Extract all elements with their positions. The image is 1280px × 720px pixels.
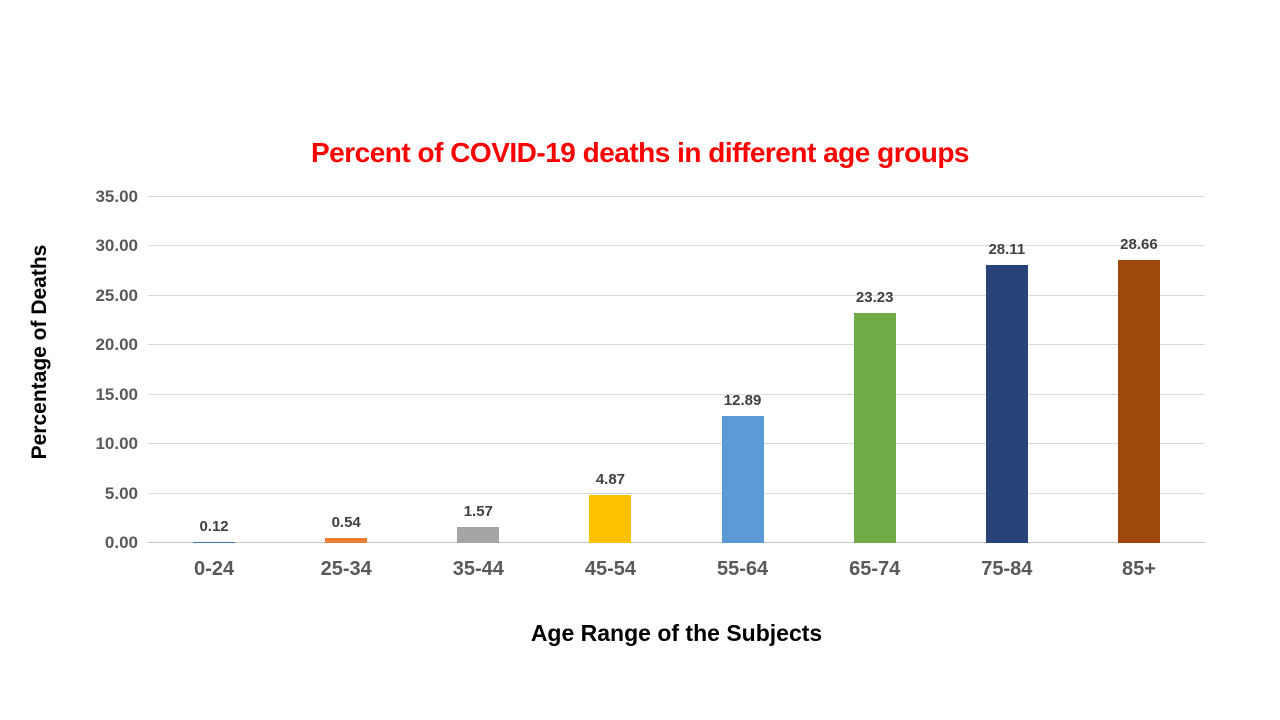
bar-value-label: 0.12	[199, 517, 229, 535]
gridline	[148, 393, 1205, 395]
x-axis-line	[148, 542, 1205, 543]
x-axis-title: Age Range of the Subjects	[530, 620, 823, 646]
y-tick-label: 25.00	[95, 285, 138, 305]
bar-column: 12.89	[677, 197, 809, 543]
bar-column: 28.66	[1073, 197, 1205, 543]
chart-title: Percent of COVID-19 deaths in different …	[310, 137, 970, 168]
bar-column: 23.23	[809, 197, 941, 543]
gridline	[148, 443, 1205, 445]
bar-column: 28.11	[941, 197, 1073, 543]
bar-65-74	[853, 313, 896, 543]
y-tick-label: 15.00	[95, 384, 138, 404]
bar-column: 0.12	[148, 197, 280, 543]
plot-area: 0.12 0.54 1.57 4.87 12.89 23.23 28.11 28.66	[148, 196, 1205, 543]
gridline	[148, 492, 1205, 494]
bar-value-label: 0.54	[331, 513, 361, 531]
gridline	[148, 245, 1205, 247]
x-tick-label: 85+	[1121, 558, 1156, 580]
bar-0-24	[193, 542, 236, 543]
x-tick-label: 65-74	[849, 558, 901, 580]
bar-55-64	[721, 416, 764, 543]
x-tick-label: 45-54	[584, 558, 637, 580]
x-tick-label: 55-64	[716, 558, 769, 580]
bar-column: 1.57	[412, 197, 544, 543]
y-tick-label: 30.00	[95, 236, 138, 256]
bar-85+	[1117, 260, 1160, 543]
gridline	[148, 344, 1205, 346]
bar-value-label: 4.87	[595, 470, 626, 488]
bar-45-54	[589, 495, 632, 543]
bar-value-label: 28.11	[988, 241, 1026, 259]
gridline	[148, 294, 1205, 296]
x-tick-label: 25-34	[320, 558, 372, 580]
y-tick-labels: 0.00 5.00 10.00 15.00 20.00 25.00 30.00 35.00	[30, 187, 138, 552]
y-tick-label: 5.00	[104, 483, 138, 503]
bar-column: 4.87	[544, 197, 676, 543]
bar-75-84	[985, 265, 1028, 543]
bars: 0.12 0.54 1.57 4.87 12.89 23.23 28.11 28.66	[148, 197, 1205, 543]
y-tick-label: 35.00	[95, 187, 138, 206]
x-tick-label: 35-44	[452, 558, 504, 580]
y-tick-label: 20.00	[95, 335, 138, 355]
y-tick-label: 10.00	[95, 434, 138, 454]
bar-25-34	[325, 538, 368, 543]
gridline	[148, 196, 1205, 197]
x-tick-label: 75-84	[981, 558, 1033, 580]
bar-35-44	[457, 527, 500, 543]
x-tick-labels: 0-24 25-34 35-44 45-54 55-64 65-74 75-84 85+	[148, 558, 1205, 581]
x-tick-label: 0-24	[194, 558, 235, 580]
bar-value-label: 1.57	[463, 503, 493, 521]
bar-column: 0.54	[280, 197, 412, 543]
bar-value-label: 12.89	[723, 391, 762, 409]
y-tick-label: 0.00	[104, 533, 138, 552]
bar-value-label: 23.23	[855, 289, 894, 307]
bar-value-label: 28.66	[1120, 235, 1158, 253]
